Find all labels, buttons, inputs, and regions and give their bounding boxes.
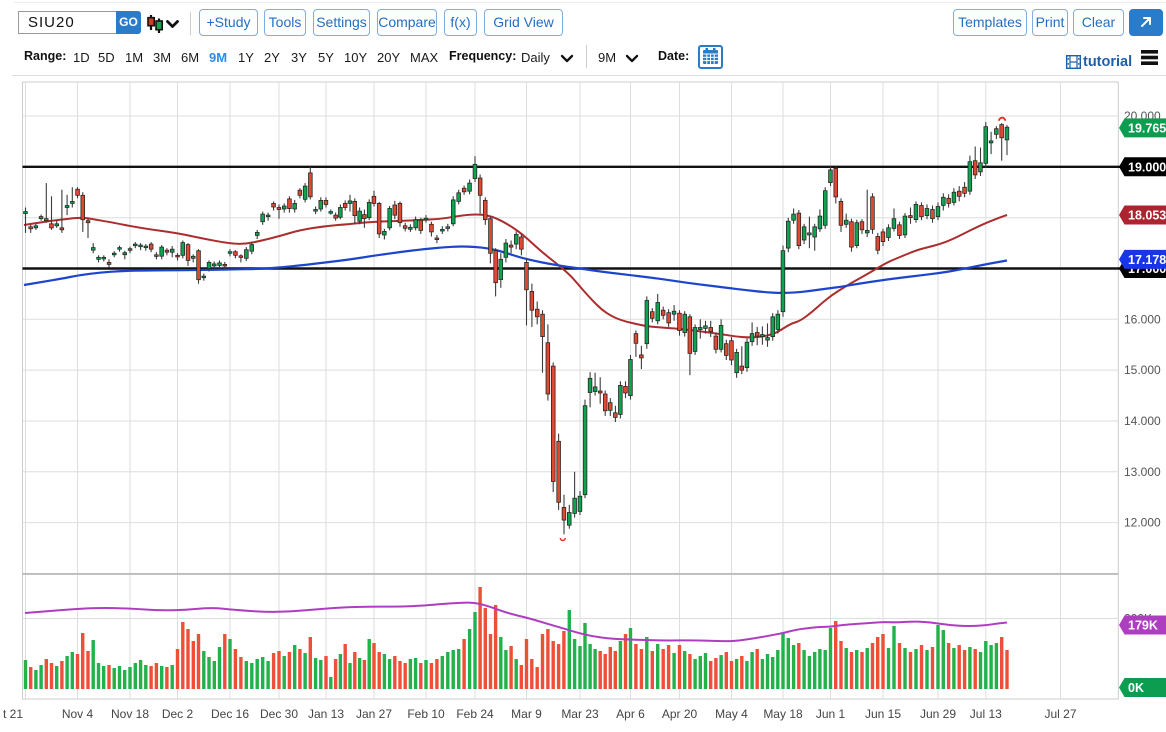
svg-text:Feb 24: Feb 24 — [456, 707, 494, 721]
svg-text:Jan 27: Jan 27 — [356, 707, 392, 721]
svg-text:Dec 30: Dec 30 — [260, 707, 298, 721]
svg-text:Mar 9: Mar 9 — [511, 707, 542, 721]
svg-text:Jun 29: Jun 29 — [920, 707, 956, 721]
svg-text:18.053: 18.053 — [1128, 209, 1166, 223]
svg-text:May 4: May 4 — [715, 707, 748, 721]
svg-text:15.000: 15.000 — [1124, 363, 1161, 377]
svg-text:Jul 27: Jul 27 — [1044, 707, 1076, 721]
svg-text:12.000: 12.000 — [1124, 516, 1161, 530]
svg-text:19.765: 19.765 — [1128, 121, 1166, 135]
svg-text:Apr 20: Apr 20 — [662, 707, 698, 721]
svg-text:16.000: 16.000 — [1124, 312, 1161, 326]
svg-text:Nov 18: Nov 18 — [111, 707, 149, 721]
svg-text:179K: 179K — [1128, 619, 1158, 633]
svg-text:Jan 13: Jan 13 — [308, 707, 344, 721]
svg-text:Dec 2: Dec 2 — [162, 707, 194, 721]
svg-text:14.000: 14.000 — [1124, 414, 1161, 428]
svg-text:t 21: t 21 — [3, 707, 23, 721]
svg-text:Jul 13: Jul 13 — [970, 707, 1002, 721]
svg-text:Jun 15: Jun 15 — [865, 707, 901, 721]
svg-text:Nov 4: Nov 4 — [62, 707, 94, 721]
svg-text:17.178: 17.178 — [1128, 253, 1166, 267]
svg-text:Jun 1: Jun 1 — [816, 707, 846, 721]
svg-text:13.000: 13.000 — [1124, 465, 1161, 479]
svg-text:0K: 0K — [1128, 681, 1144, 695]
svg-text:Apr 6: Apr 6 — [616, 707, 645, 721]
svg-text:Dec 16: Dec 16 — [211, 707, 249, 721]
svg-text:19.000: 19.000 — [1128, 160, 1166, 174]
svg-text:May 18: May 18 — [763, 707, 803, 721]
svg-text:Feb 10: Feb 10 — [407, 707, 445, 721]
svg-text:Mar 23: Mar 23 — [561, 707, 599, 721]
